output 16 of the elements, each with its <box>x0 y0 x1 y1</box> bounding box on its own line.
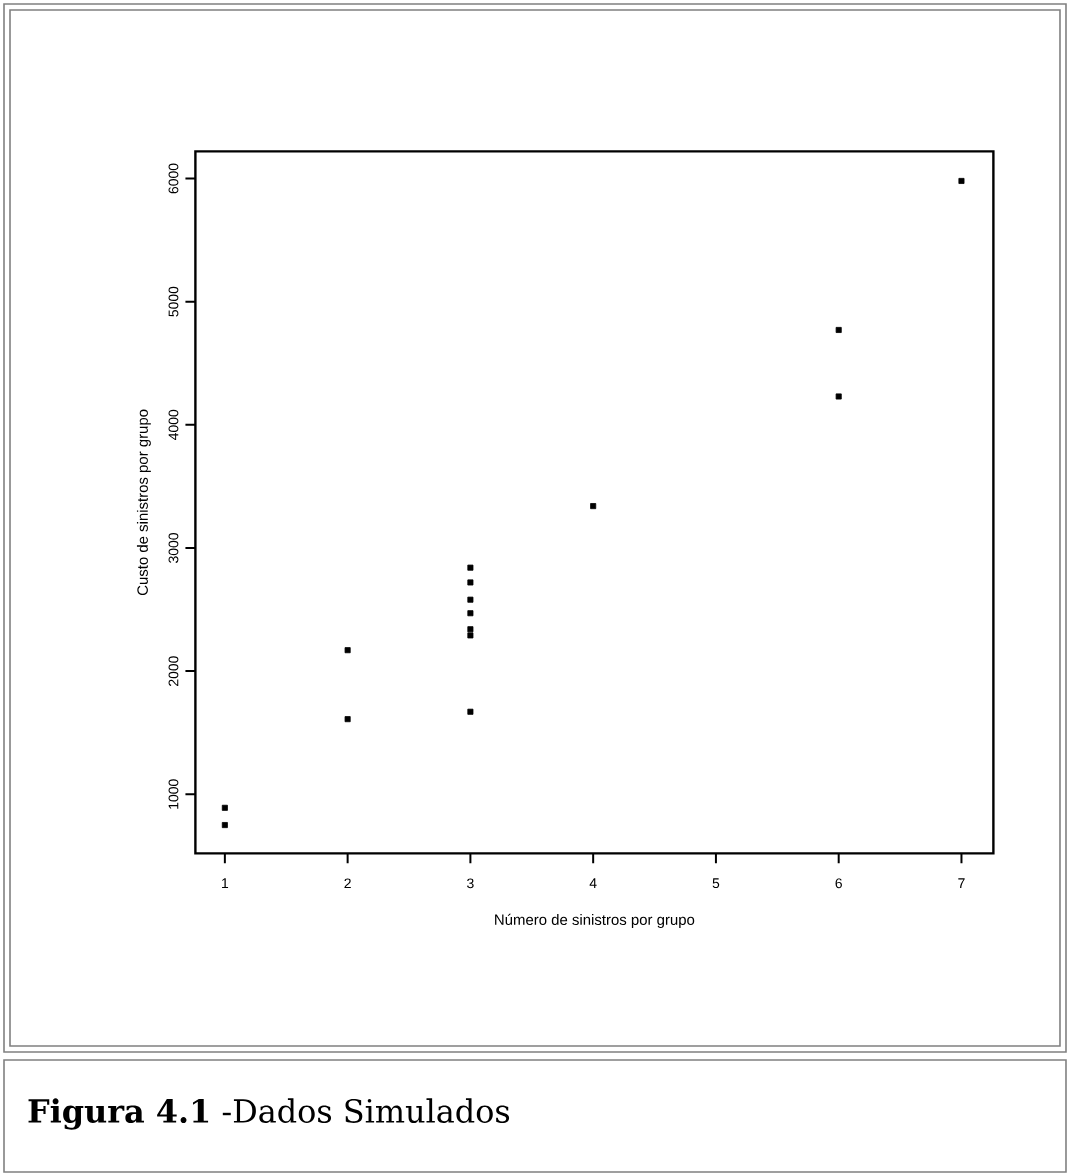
point <box>835 393 842 400</box>
point <box>467 708 474 715</box>
point <box>221 822 228 829</box>
point <box>835 326 842 333</box>
point <box>467 610 474 617</box>
point <box>344 647 351 654</box>
point <box>467 626 474 633</box>
point <box>467 564 474 571</box>
point <box>467 596 474 603</box>
point <box>221 804 228 811</box>
point <box>467 632 474 639</box>
point <box>590 503 597 510</box>
point <box>467 579 474 586</box>
text: Figura 4.1 -Dados Simulados <box>28 1098 510 1130</box>
point <box>344 716 351 723</box>
point <box>958 177 965 184</box>
